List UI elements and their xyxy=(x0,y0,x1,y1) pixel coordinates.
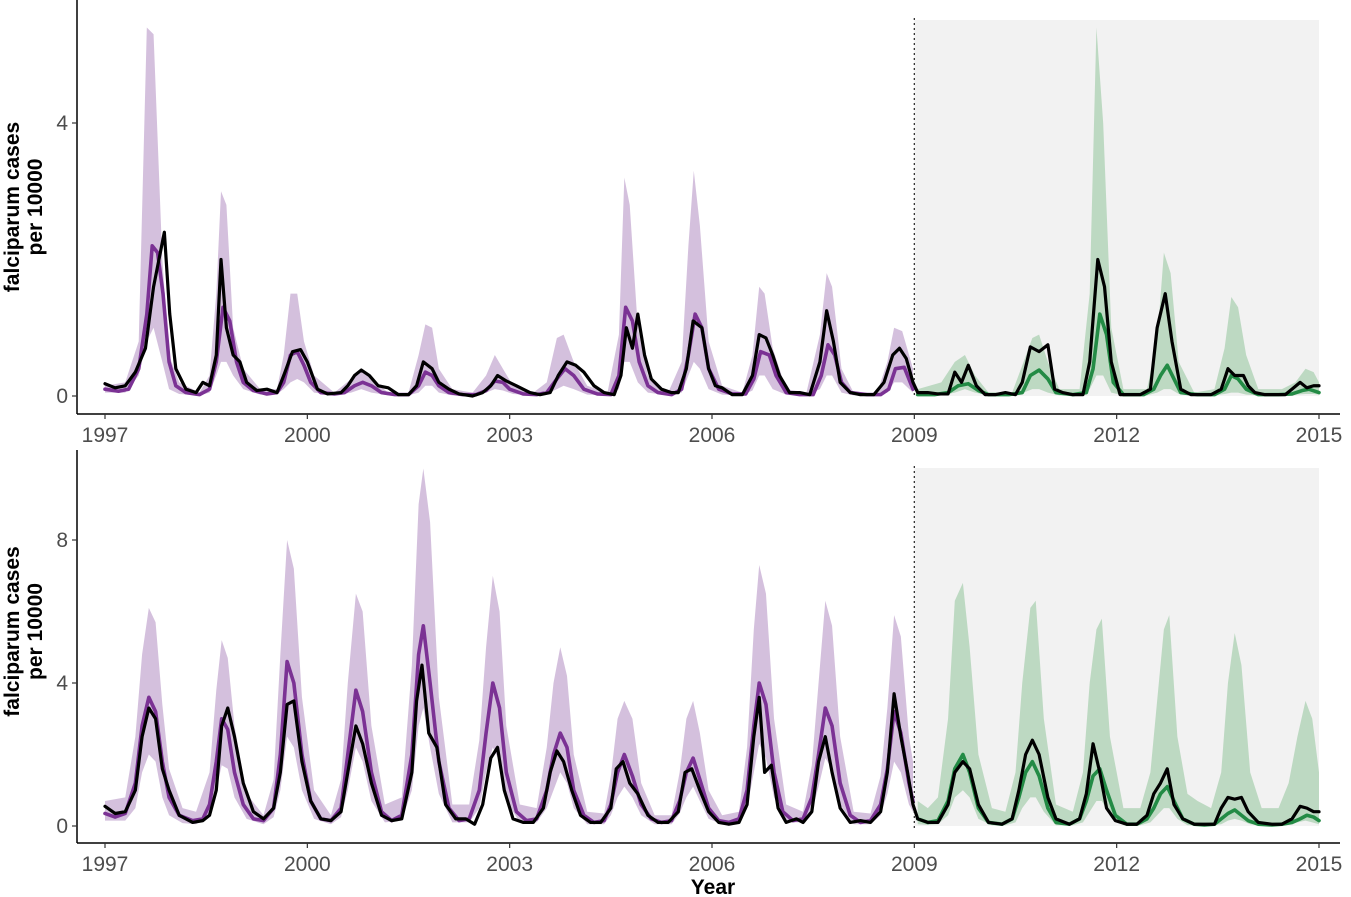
x-tick-label: 2003 xyxy=(486,424,533,447)
observed-series-line xyxy=(103,663,1321,826)
observed-series-line xyxy=(103,230,1321,398)
x-tick-label: 2009 xyxy=(891,853,938,876)
x-tick-label: 2015 xyxy=(1296,424,1343,447)
fitted-interval-band xyxy=(105,468,913,825)
x-tick-label: 1997 xyxy=(82,424,129,447)
y-axis-title-line: per 10000 xyxy=(24,583,47,680)
x-tick-label: 2012 xyxy=(1093,424,1140,447)
x-tick-label: 2006 xyxy=(689,853,736,876)
top-panel: 0 4 1997 2000 2003 2006 2009 2012 2015 falciparum… xyxy=(1,0,1342,447)
y-tick-label: 8 xyxy=(56,529,68,552)
x-tick-label: 2009 xyxy=(891,424,938,447)
x-axis-title: Year xyxy=(691,876,735,897)
y-tick-label: 0 xyxy=(56,385,68,408)
x-tick-label: 2000 xyxy=(284,424,331,447)
x-tick-label: 2012 xyxy=(1093,853,1140,876)
y-tick-label: 0 xyxy=(56,815,68,838)
fitted-series-line xyxy=(103,623,915,825)
x-tick-label: 1997 xyxy=(82,853,129,876)
y-axis-title: falciparum casesper 10000 xyxy=(1,546,47,716)
x-tick-label: 2015 xyxy=(1296,853,1343,876)
prediction-region-shade xyxy=(914,468,1319,826)
y-axis-title-line: falciparum cases xyxy=(1,546,24,716)
y-tick-label: 4 xyxy=(56,112,68,135)
y-axis-title: falciparum casesper 10000 xyxy=(1,122,47,292)
bottom-panel: 0 4 8 1997 2000 2003 2006 2009 2012 2015 falciparu… xyxy=(1,450,1342,897)
y-tick-label: 4 xyxy=(56,672,68,695)
x-tick-label: 2000 xyxy=(284,853,331,876)
y-axis-title-line: falciparum cases xyxy=(1,122,24,292)
x-tick-label: 2003 xyxy=(486,853,533,876)
prediction-interval-band xyxy=(917,582,1319,826)
fitted-interval-band xyxy=(105,27,913,396)
prediction-region-shade xyxy=(914,20,1319,396)
y-axis-title-line: per 10000 xyxy=(24,159,47,256)
x-tick-label: 2006 xyxy=(689,424,736,447)
